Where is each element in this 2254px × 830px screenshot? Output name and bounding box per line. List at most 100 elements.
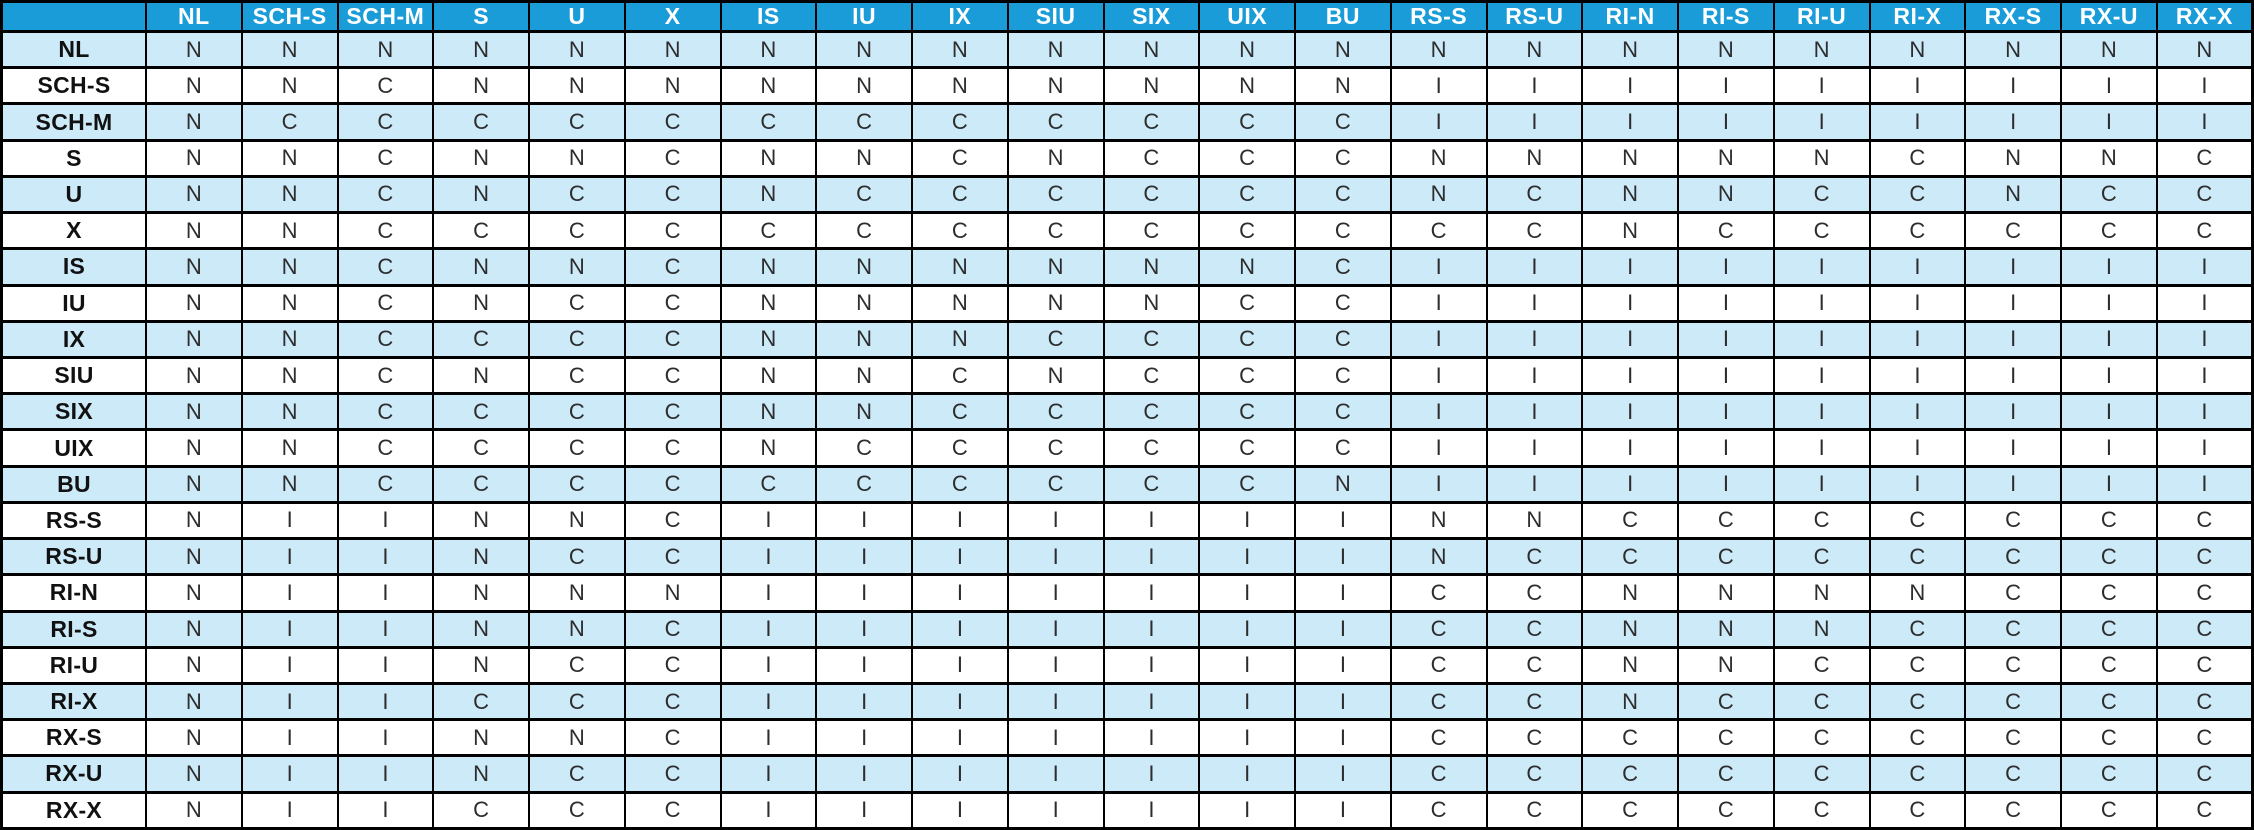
matrix-cell: C — [2060, 609, 2158, 649]
column-header-bu: BU — [1294, 0, 1392, 33]
matrix-row-rx-u: RX-U N I I N C C I I I I I I I C C C C C C C C C — [0, 754, 2254, 794]
matrix-cell: C — [528, 464, 626, 504]
matrix-cell: I — [1964, 283, 2062, 323]
matrix-cell: N — [815, 66, 913, 106]
matrix-cell: I — [815, 573, 913, 613]
matrix-cell: I — [1198, 573, 1296, 613]
matrix-cell: C — [1102, 211, 1201, 251]
matrix-cell: C — [1102, 355, 1201, 396]
matrix-cell: C — [623, 247, 722, 287]
matrix-cell: C — [1964, 718, 2062, 758]
matrix-cell: C — [528, 681, 626, 722]
matrix-cell: N — [432, 247, 530, 287]
matrix-cell: C — [432, 428, 530, 468]
matrix-cell: C — [2155, 681, 2254, 722]
matrix-cell: N — [1677, 609, 1775, 649]
matrix-cell: N — [240, 66, 339, 106]
matrix-row-bu: BU N N C C C C C C C C C C N I I I I I I I I I — [0, 464, 2254, 504]
matrix-cell: I — [1389, 66, 1488, 106]
matrix-cell: C — [432, 790, 530, 830]
matrix-cell: I — [719, 537, 818, 577]
matrix-cell: I — [2155, 283, 2254, 323]
matrix-cell: N — [719, 355, 818, 396]
matrix-cell: I — [1294, 500, 1392, 541]
matrix-cell: C — [1006, 211, 1105, 251]
matrix-cell: I — [2060, 392, 2158, 432]
matrix-cell: C — [1294, 392, 1392, 432]
matrix-cell: C — [2155, 790, 2254, 830]
matrix-row-iu: IU N N C N C C N N N N N C C I I I I I I I I I — [0, 283, 2254, 323]
matrix-cell: N — [815, 319, 913, 359]
matrix-cell: N — [1006, 138, 1105, 178]
matrix-cell: C — [1868, 790, 1967, 830]
matrix-cell: N — [528, 718, 626, 758]
matrix-cell: C — [1006, 392, 1105, 432]
matrix-cell: C — [1677, 211, 1775, 251]
matrix-cell: C — [1868, 138, 1967, 178]
matrix-cell: C — [2155, 537, 2254, 577]
matrix-cell: I — [1485, 428, 1584, 468]
matrix-cell: N — [528, 573, 626, 613]
matrix-cell: C — [1964, 754, 2062, 794]
matrix-cell: C — [1485, 790, 1584, 830]
matrix-cell: C — [1198, 392, 1296, 432]
matrix-cell: C — [911, 174, 1009, 215]
matrix-cell: N — [432, 500, 530, 541]
matrix-cell: C — [2060, 790, 2158, 830]
matrix-cell: C — [1868, 645, 1967, 685]
matrix-row-six: SIX N N C C C C N N C C C C C I I I I I I I I I — [0, 392, 2254, 432]
matrix-cell: I — [1868, 247, 1967, 287]
matrix-cell: I — [1389, 319, 1488, 359]
matrix-cell: I — [1964, 392, 2062, 432]
matrix-cell: N — [432, 138, 530, 178]
matrix-cell: C — [1677, 500, 1775, 541]
matrix-cell: I — [911, 609, 1009, 649]
matrix-cell: N — [1677, 573, 1775, 613]
matrix-cell: C — [432, 211, 530, 251]
matrix-cell: C — [1485, 211, 1584, 251]
matrix-cell: I — [1006, 573, 1105, 613]
matrix-cell: C — [1772, 681, 1871, 722]
matrix-cell: I — [1294, 754, 1392, 794]
matrix-cell: I — [1772, 102, 1871, 142]
matrix-cell: C — [911, 355, 1009, 396]
matrix-cell: N — [432, 718, 530, 758]
matrix-cell: N — [145, 790, 243, 830]
matrix-cell: N — [911, 283, 1009, 323]
matrix-cell: I — [1389, 102, 1488, 142]
matrix-cell: I — [1772, 464, 1871, 504]
column-header-rs-s: RS-S — [1389, 0, 1488, 33]
matrix-cell: C — [815, 102, 913, 142]
row-header-sch-m: SCH-M — [0, 102, 147, 142]
matrix-cell: I — [1006, 754, 1105, 794]
matrix-cell: C — [1485, 681, 1584, 722]
matrix-cell: I — [911, 718, 1009, 758]
matrix-cell: I — [1868, 428, 1967, 468]
matrix-cell: N — [911, 247, 1009, 287]
matrix-cell: N — [815, 392, 913, 432]
matrix-cell: I — [1964, 464, 2062, 504]
matrix-cell: C — [528, 355, 626, 396]
matrix-cell: C — [528, 102, 626, 142]
matrix-cell: C — [1198, 283, 1296, 323]
matrix-cell: C — [1772, 790, 1871, 830]
matrix-cell: N — [1581, 681, 1679, 722]
matrix-cell: I — [1006, 500, 1105, 541]
matrix-cell: N — [145, 537, 243, 577]
matrix-cell: N — [1868, 573, 1967, 613]
row-header-ri-s: RI-S — [0, 609, 147, 649]
matrix-cell: I — [2060, 428, 2158, 468]
matrix-cell: I — [1677, 247, 1775, 287]
matrix-cell: C — [1294, 283, 1392, 323]
matrix-cell: C — [1868, 681, 1967, 722]
matrix-cell: C — [1772, 645, 1871, 685]
matrix-cell: I — [1102, 645, 1201, 685]
matrix-cell: I — [911, 500, 1009, 541]
row-header-six: SIX — [0, 392, 147, 432]
matrix-cell: I — [911, 537, 1009, 577]
matrix-cell: C — [1485, 174, 1584, 215]
matrix-cell: C — [528, 392, 626, 432]
matrix-row-siu: SIU N N C N C C N N C N C C C I I I I I I I I I — [0, 355, 2254, 396]
matrix-cell: N — [1485, 500, 1584, 541]
row-header-sch-s: SCH-S — [0, 66, 147, 106]
